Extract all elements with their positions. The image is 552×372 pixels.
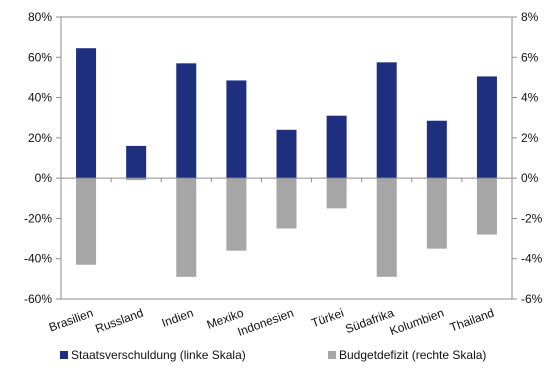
legend-swatch-deficit bbox=[328, 351, 336, 359]
debt-bar-indonesien bbox=[276, 129, 297, 179]
debt-bar-russland bbox=[126, 145, 147, 179]
debt-bar-mexiko bbox=[226, 80, 247, 179]
category-label-indien: Indien bbox=[160, 306, 196, 330]
right-tick-label: 2% bbox=[521, 131, 539, 145]
category-label-thailand: Thailand bbox=[448, 306, 496, 335]
right-tick-label: -6% bbox=[521, 292, 543, 306]
deficit-bar-brasilien bbox=[76, 178, 97, 265]
left-axis: 80% 60% 40% 20% 0% -20% -40% -60% bbox=[24, 10, 61, 306]
deficit-bar-indien bbox=[176, 178, 197, 277]
debt-bar-südafrika bbox=[376, 62, 397, 179]
category-label-russland: Russland bbox=[93, 306, 145, 336]
category-label-brasilien: Brasilien bbox=[47, 306, 95, 335]
legend-label-deficit: Budgetdefizit (rechte Skala) bbox=[339, 348, 486, 362]
right-axis: 8% 6% 4% 2% 0% -2% -4% -6% bbox=[512, 10, 543, 306]
deficit-bar-kolumbien bbox=[426, 178, 447, 249]
debt-bar-brasilien bbox=[76, 48, 97, 179]
left-tick-label: 80% bbox=[28, 10, 52, 24]
legend-label-debt: Staatsverschuldung (linke Skala) bbox=[71, 348, 246, 362]
left-tick-label: -20% bbox=[24, 211, 52, 225]
deficit-bar-mexiko bbox=[226, 178, 247, 251]
debt-bar-türkei bbox=[326, 115, 347, 179]
category-label-südafrika: Südafrika bbox=[343, 306, 396, 337]
deficit-bar-russland bbox=[126, 178, 147, 181]
deficit-bar-indonesien bbox=[276, 178, 297, 229]
left-tick-label: 40% bbox=[28, 91, 52, 105]
right-tick-label: -4% bbox=[521, 252, 543, 266]
zero-line-group bbox=[60, 177, 513, 183]
left-tick-label: 20% bbox=[28, 131, 52, 145]
plot-frame bbox=[60, 16, 513, 300]
left-tick-label: -40% bbox=[24, 252, 52, 266]
legend: Staatsverschuldung (linke Skala) Budgetde… bbox=[60, 348, 486, 362]
right-tick-label: -2% bbox=[521, 211, 543, 225]
deficit-bar-thailand bbox=[476, 178, 497, 235]
deficit-bar-türkei bbox=[326, 178, 347, 209]
bars-group bbox=[76, 48, 497, 277]
debt-bar-indien bbox=[176, 63, 197, 179]
category-label-indonesien: Indonesien bbox=[236, 306, 296, 339]
right-tick-label: 6% bbox=[521, 50, 539, 64]
debt-bar-thailand bbox=[476, 76, 497, 179]
left-tick-label: 60% bbox=[28, 50, 52, 64]
deficit-bar-südafrika bbox=[376, 178, 397, 277]
category-label-kolumbien: Kolumbien bbox=[388, 306, 446, 339]
debt-bar-kolumbien bbox=[426, 120, 447, 179]
left-tick-label: -60% bbox=[24, 292, 52, 306]
left-tick-label: 0% bbox=[35, 171, 53, 185]
plot-area bbox=[60, 16, 513, 300]
right-tick-label: 0% bbox=[521, 171, 539, 185]
legend-swatch-debt bbox=[60, 351, 68, 359]
right-tick-label: 4% bbox=[521, 91, 539, 105]
category-label-türkei: Türkei bbox=[310, 306, 346, 331]
right-tick-label: 8% bbox=[521, 10, 539, 24]
